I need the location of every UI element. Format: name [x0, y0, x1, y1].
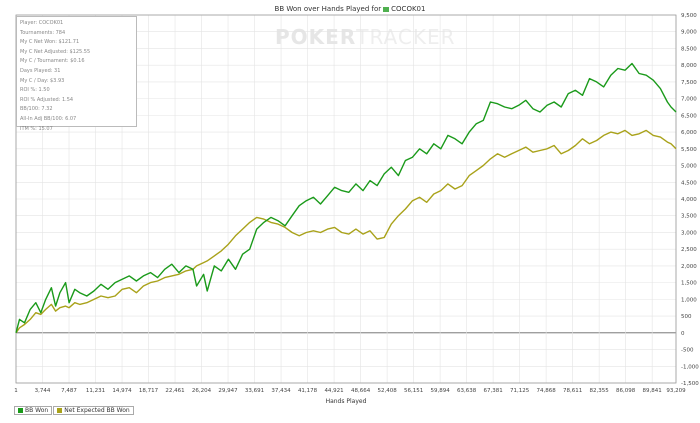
chart-title-player: COCOK01	[391, 5, 426, 13]
y-tick-label: 4,000	[681, 197, 697, 203]
y-tick-label: 3,000	[681, 230, 697, 236]
legend-swatch	[57, 408, 63, 413]
x-axis-title: Hands Played	[326, 398, 367, 405]
x-tick-label: 56,151	[404, 388, 423, 394]
y-tick-label: 2,000	[681, 264, 697, 270]
y-tick-label: 8,000	[681, 63, 697, 69]
y-tick-label: -1,000	[681, 364, 699, 370]
chart-title-prefix: BB Won over Hands Played for	[274, 5, 382, 13]
x-tick-label: 71,125	[510, 388, 530, 394]
y-tick-label: -1,500	[681, 381, 699, 387]
legend-item-net-expected[interactable]: Net Expected BB Won	[53, 406, 134, 415]
x-tick-label: 89,841	[643, 388, 662, 394]
legend-label: Net Expected BB Won	[64, 407, 130, 414]
stats-row: Player: COCOK01	[20, 20, 64, 26]
watermark-text-a: POKER	[275, 25, 357, 49]
stats-panel: Player: COCOK01 Tournaments: 784 My C Ne…	[16, 16, 137, 132]
x-tick-label: 44,921	[324, 388, 343, 394]
stats-row: My C Net Won: $121.71	[20, 39, 80, 46]
x-tick-label: 37,434	[271, 388, 291, 394]
y-tick-label: -500	[681, 348, 694, 354]
y-tick-label: 5,500	[681, 147, 697, 153]
y-tick-label: 0	[681, 331, 685, 337]
y-tick-label: 6,000	[681, 130, 697, 136]
stats-row: Tournaments: 784	[20, 29, 66, 36]
stats-row: ITM %: 15.07	[20, 125, 53, 132]
x-tick-label: 67,381	[483, 388, 502, 394]
stats-row: ROI % Adjusted: 1.54	[20, 96, 74, 103]
y-tick-label: 7,500	[681, 80, 697, 86]
x-tick-label: 26,204	[192, 388, 212, 394]
x-tick-label: 1	[14, 388, 18, 394]
flag-icon	[383, 7, 390, 12]
x-tick-label: 29,947	[218, 388, 238, 394]
chart-title: BB Won over Hands Played for COCOK01	[0, 5, 700, 13]
x-tick-label: 48,664	[351, 388, 371, 394]
y-tick-label: 7,000	[681, 97, 697, 103]
stats-row: My C / Tournament: $0.16	[20, 58, 85, 65]
y-tick-label: 6,500	[681, 113, 697, 119]
y-tick-label: 1,500	[681, 281, 697, 287]
y-tick-label: 500	[681, 314, 692, 320]
x-tick-label: 3,744	[35, 388, 51, 394]
x-tick-label: 59,894	[430, 388, 450, 394]
series-line-net-expected	[15, 129, 677, 334]
x-tick-label: 41,178	[298, 388, 318, 394]
y-tick-label: 1,000	[681, 297, 697, 303]
stats-row: Days Played: 31	[20, 67, 61, 74]
y-tick-label: 4,500	[681, 180, 697, 186]
y-tick-label: 9,000	[681, 30, 697, 36]
stats-row: My C Net Adjusted: $125.55	[20, 48, 91, 55]
legend-item-bb-won[interactable]: BB Won	[14, 406, 53, 415]
x-tick-label: 86,098	[616, 388, 636, 394]
x-tick-label: 63,638	[457, 388, 477, 394]
legend-label: BB Won	[25, 407, 49, 414]
x-tick-label: 93,209	[666, 388, 686, 394]
x-tick-label: 74,868	[537, 388, 557, 394]
watermark-text-b: TRACKER	[356, 25, 456, 49]
stats-row: BB/100: 7.32	[20, 106, 53, 113]
y-tick-label: 3,500	[681, 214, 697, 220]
y-tick-label: 2,500	[681, 247, 697, 253]
y-tick-label: 5,000	[681, 164, 697, 170]
stats-row: All-In Adj BB/100: 6.07	[20, 115, 77, 122]
legend-swatch	[18, 408, 23, 413]
x-tick-label: 78,611	[563, 388, 582, 394]
series-line-bb-won	[15, 62, 677, 333]
stats-row: My C / Day: $3.93	[20, 77, 65, 84]
x-tick-label: 11,231	[86, 388, 105, 394]
x-tick-label: 22,461	[165, 388, 184, 394]
stats-row: ROI %: 1.50	[20, 87, 50, 94]
x-tick-label: 7,487	[61, 388, 77, 394]
watermark-logo: POKERTRACKER	[275, 25, 455, 49]
plot-frame	[15, 14, 677, 384]
y-tick-label: 9,500	[681, 13, 697, 19]
x-tick-label: 18,717	[139, 388, 159, 394]
y-tick-label: 8,500	[681, 46, 697, 52]
x-tick-label: 14,974	[112, 388, 132, 394]
chart-legend: BB Won Net Expected BB Won	[14, 406, 135, 415]
x-tick-label: 52,408	[377, 388, 397, 394]
x-tick-label: 82,355	[590, 388, 610, 394]
x-tick-label: 33,691	[245, 388, 264, 394]
